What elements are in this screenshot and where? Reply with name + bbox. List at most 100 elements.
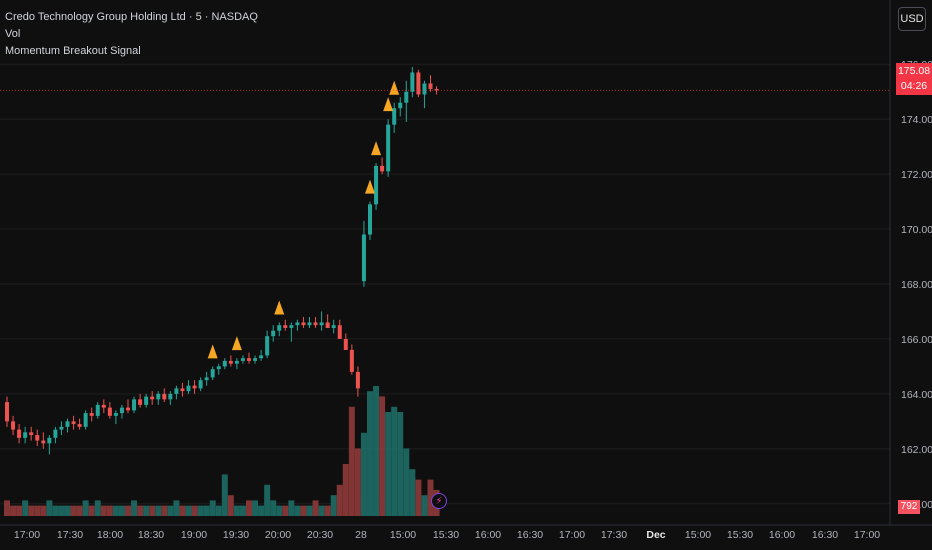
- candle-body: [89, 413, 94, 416]
- time-tick-label: 15:00: [685, 529, 711, 541]
- candle-body: [204, 377, 209, 381]
- candle-body: [101, 404, 106, 408]
- candle-body: [59, 426, 64, 430]
- candle-body: [5, 402, 9, 422]
- currency-button[interactable]: USD: [898, 7, 926, 31]
- volume-bar: [76, 505, 83, 516]
- volume-bar: [354, 448, 361, 516]
- time-tick-label: 18:00: [97, 529, 123, 541]
- volume-indicator-label[interactable]: Vol: [5, 28, 21, 40]
- candle-body: [174, 388, 179, 394]
- volume-bar: [360, 432, 367, 516]
- candle-body: [47, 437, 52, 444]
- time-axis[interactable]: 17:00 17:30 18:00 18:30 19:00 19:30 20:00 20:30…: [0, 524, 932, 541]
- candle-body: [398, 102, 403, 109]
- volume-bar: [342, 464, 349, 516]
- volume-bar: [348, 406, 355, 516]
- volume-bar: [391, 406, 398, 516]
- volume-bar: [397, 412, 404, 516]
- breakout-signals: [207, 80, 400, 359]
- candle-body: [307, 322, 312, 326]
- volume-bar: [324, 505, 331, 516]
- volume-bar: [137, 505, 144, 516]
- time-tick-label: 17:30: [601, 529, 627, 541]
- candle-body: [380, 165, 385, 172]
- breakout-signal-triangle: [383, 97, 394, 112]
- candle-body: [132, 399, 137, 411]
- volume-bar: [409, 469, 416, 516]
- time-tick-label: 17:00: [854, 529, 880, 541]
- volume-bar: [40, 505, 47, 516]
- volume-bar: [143, 505, 150, 516]
- candles: [5, 66, 439, 455]
- candle-body: [126, 407, 130, 411]
- candle-body: [180, 388, 185, 392]
- time-tick-label: 17:00: [559, 529, 585, 541]
- candle-body: [222, 360, 227, 367]
- candle-body: [247, 358, 251, 361]
- volume-bar: [403, 448, 410, 516]
- volume-bar: [258, 505, 265, 516]
- price-tick-label: 166.00: [901, 334, 932, 346]
- candle-body: [65, 421, 70, 427]
- candle-body: [150, 396, 155, 400]
- breakout-signal-triangle: [207, 344, 218, 359]
- candle-body: [265, 336, 270, 356]
- volume-bar: [185, 505, 192, 516]
- candle-body: [35, 435, 40, 441]
- volume-bar: [330, 495, 337, 516]
- candle-body: [77, 424, 82, 427]
- volume-bar: [294, 505, 301, 516]
- volume-bar: [173, 500, 180, 516]
- breakout-signal-triangle: [231, 336, 242, 351]
- candle-body: [138, 399, 143, 405]
- candle-body: [325, 322, 330, 328]
- volume-bar: [100, 505, 107, 516]
- time-tick-label: 16:00: [475, 529, 501, 541]
- volume-bar: [161, 505, 168, 516]
- time-tick-label: 15:30: [433, 529, 459, 541]
- volume-bar: [203, 505, 210, 516]
- candle-body: [289, 325, 294, 328]
- time-tick-label: 19:30: [223, 529, 249, 541]
- volume-bar: [28, 505, 35, 516]
- candle-body: [71, 421, 76, 425]
- candle-body: [240, 358, 245, 361]
- volume-bar: [421, 495, 428, 516]
- breakout-signal-triangle: [371, 141, 382, 156]
- candle-body: [216, 366, 221, 370]
- indicator-label[interactable]: Momentum Breakout Signal: [5, 45, 141, 57]
- price-tick-label: 170.00: [901, 224, 932, 236]
- time-tick-label: 15:30: [727, 529, 753, 541]
- candle-body: [410, 72, 415, 92]
- candle-body: [343, 338, 348, 350]
- volume-bar: [373, 386, 380, 516]
- volume-bar: [264, 484, 271, 516]
- last-price-value: 175.08: [897, 65, 931, 77]
- candle-body: [29, 432, 34, 436]
- time-tick-label: Dec: [646, 529, 665, 541]
- volume-last-tag: 792: [898, 500, 920, 514]
- candle-body: [349, 349, 354, 372]
- candle-body: [434, 88, 439, 91]
- candle-body: [386, 124, 391, 172]
- volume-bar: [88, 505, 95, 516]
- candle-body: [295, 322, 300, 326]
- candle-body: [11, 421, 16, 430]
- candle-body: [392, 108, 397, 125]
- symbol-title[interactable]: Credo Technology Group Holding Ltd · 5 ·…: [5, 11, 258, 23]
- volume-bar: [367, 391, 373, 516]
- candle-body: [301, 322, 306, 326]
- volume-bar: [112, 505, 119, 516]
- volume-bar: [10, 505, 17, 516]
- volume-bar: [191, 505, 198, 516]
- volume-bar: [34, 505, 41, 516]
- chart-legend: Credo Technology Group Holding Ltd · 5 ·…: [5, 9, 258, 60]
- volume-bar: [16, 505, 23, 516]
- lightning-icon[interactable]: ⚡: [431, 493, 447, 509]
- time-tick-label: 16:30: [517, 529, 543, 541]
- candle-body: [228, 360, 233, 364]
- candle-body: [234, 360, 239, 364]
- time-tick-label: 16:30: [812, 529, 838, 541]
